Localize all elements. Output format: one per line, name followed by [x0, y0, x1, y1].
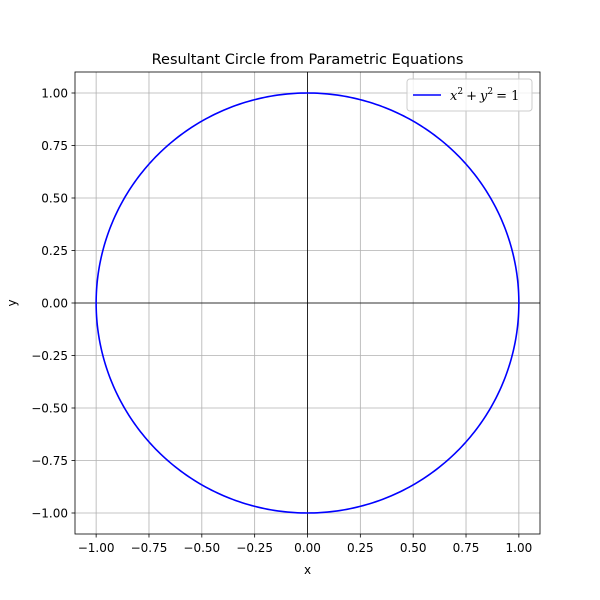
y-tick-label: 1.00	[41, 86, 68, 100]
series-line	[95, 92, 520, 514]
plot-area	[74, 71, 541, 535]
x-axis-label: x	[304, 563, 311, 577]
x-tick-label: 1.00	[506, 541, 533, 555]
legend-label: x2 + y2 = 1	[450, 87, 519, 104]
y-tick-label: −1.00	[31, 506, 68, 520]
x-tick-label: −0.75	[131, 541, 168, 555]
reference-lines	[75, 72, 540, 534]
series-layer	[95, 92, 520, 514]
x-tick-label: −0.25	[236, 541, 273, 555]
x-axis-ticks: −1.00 −0.75 −0.50 −0.25 0.00 0.25 0.50 0.75 1.00	[78, 534, 532, 555]
x-tick-label: 0.00	[294, 541, 321, 555]
y-tick-label: −0.75	[31, 454, 68, 468]
x-tick-label: 0.50	[400, 541, 427, 555]
y-axis-ticks: −1.00 −0.75 −0.50 −0.25 0.00 0.25 0.50 0.75 1.00	[31, 86, 75, 520]
x-tick-label: −0.50	[183, 541, 220, 555]
legend: x2 + y2 = 1	[406, 78, 533, 112]
y-tick-label: −0.50	[31, 401, 68, 415]
legend-box	[406, 78, 533, 112]
y-tick-label: 0.00	[41, 296, 68, 310]
y-tick-label: −0.25	[31, 349, 68, 363]
y-axis-label: y	[5, 299, 19, 306]
x-tick-label: −1.00	[78, 541, 115, 555]
x-tick-label: 0.75	[453, 541, 480, 555]
chart-title: Resultant Circle from Parametric Equatio…	[152, 52, 464, 68]
y-tick-label: 0.75	[41, 139, 68, 153]
x-tick-label: 0.25	[347, 541, 374, 555]
y-tick-label: 0.50	[41, 191, 68, 205]
y-tick-label: 0.25	[41, 244, 68, 258]
